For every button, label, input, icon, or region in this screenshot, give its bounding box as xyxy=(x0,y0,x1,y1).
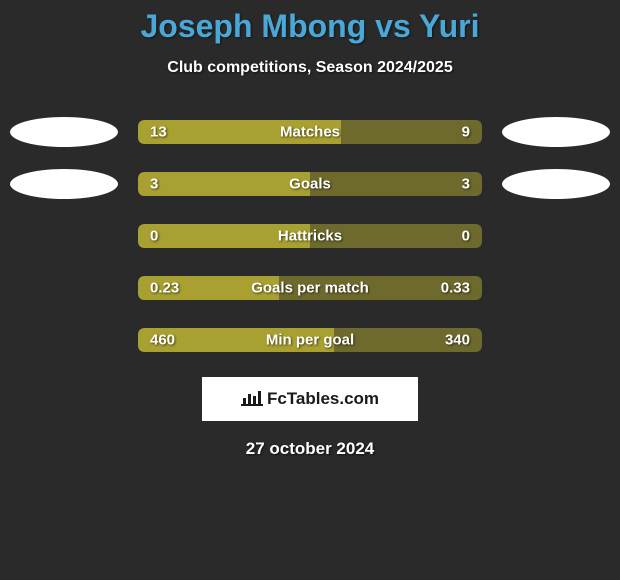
page-title: Joseph Mbong vs Yuri xyxy=(0,8,620,45)
stat-bar: 460 Min per goal 340 xyxy=(138,328,482,352)
stat-label: Goals per match xyxy=(251,280,369,297)
stat-row: 13 Matches 9 xyxy=(0,117,620,147)
stat-label: Min per goal xyxy=(266,332,354,349)
left-value: 460 xyxy=(150,332,175,349)
stat-bar: 0 Hattricks 0 xyxy=(138,224,482,248)
date-text: 27 october 2024 xyxy=(0,439,620,459)
left-value: 13 xyxy=(150,124,167,141)
stat-label: Hattricks xyxy=(278,228,342,245)
stat-row: 0.23 Goals per match 0.33 xyxy=(0,273,620,303)
right-value: 0 xyxy=(462,228,470,245)
comparison-container: Joseph Mbong vs Yuri Club competitions, … xyxy=(0,0,620,459)
right-value: 340 xyxy=(445,332,470,349)
player-left-marker xyxy=(10,169,118,199)
brand-inner: FcTables.com xyxy=(241,388,379,411)
brand-box[interactable]: FcTables.com xyxy=(202,377,418,421)
bar-fill-right xyxy=(310,172,482,196)
stat-bar: 0.23 Goals per match 0.33 xyxy=(138,276,482,300)
stat-label: Goals xyxy=(289,176,331,193)
stat-bar: 13 Matches 9 xyxy=(138,120,482,144)
stat-row: 3 Goals 3 xyxy=(0,169,620,199)
stat-bar: 3 Goals 3 xyxy=(138,172,482,196)
bar-fill-left xyxy=(138,172,310,196)
right-value: 3 xyxy=(462,176,470,193)
player-left-marker xyxy=(10,117,118,147)
left-value: 0.23 xyxy=(150,280,179,297)
player-right-marker xyxy=(502,117,610,147)
bars-host: 13 Matches 9 3 Goals 3 0 Hattricks 0 0.23 Goals pe… xyxy=(0,117,620,355)
player-right-marker xyxy=(502,169,610,199)
brand-text: FcTables.com xyxy=(267,389,379,409)
page-subtitle: Club competitions, Season 2024/2025 xyxy=(0,59,620,77)
chart-icon xyxy=(241,388,263,411)
left-value: 3 xyxy=(150,176,158,193)
stat-row: 0 Hattricks 0 xyxy=(0,221,620,251)
right-value: 0.33 xyxy=(441,280,470,297)
stat-row: 460 Min per goal 340 xyxy=(0,325,620,355)
left-value: 0 xyxy=(150,228,158,245)
right-value: 9 xyxy=(462,124,470,141)
stat-label: Matches xyxy=(280,124,340,141)
